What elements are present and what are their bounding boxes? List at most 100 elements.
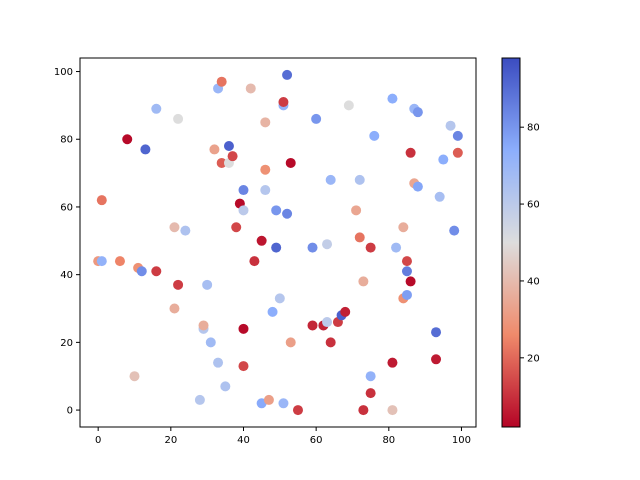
x-tick-label: 0: [95, 435, 101, 446]
scatter-point: [256, 235, 267, 246]
scatter-point: [354, 232, 365, 243]
scatter-point: [434, 191, 445, 202]
x-tick-label: 40: [237, 435, 250, 446]
scatter-point: [401, 256, 412, 267]
scatter-point: [220, 381, 231, 392]
scatter-point: [114, 256, 125, 267]
colorbar: [502, 58, 520, 427]
scatter-point: [311, 113, 322, 124]
x-tick-label: 80: [382, 435, 395, 446]
y-tick-label: 80: [60, 135, 73, 146]
scatter-point: [173, 279, 184, 290]
y-tick-label: 0: [67, 406, 73, 417]
colorbar-frame: [501, 57, 521, 428]
scatter-point: [136, 266, 147, 277]
y-tick-label: 40: [60, 270, 73, 281]
scatter-point: [307, 242, 318, 253]
scatter-point: [213, 357, 224, 368]
y-axis: 0 20 40 60 80 100: [54, 67, 80, 417]
scatter-point: [365, 388, 376, 399]
scatter-point: [227, 151, 238, 162]
x-tick-label: 20: [164, 435, 177, 446]
scatter-point: [169, 303, 180, 314]
scatter-point: [260, 164, 271, 175]
scatter-point: [260, 117, 271, 128]
scatter-point: [438, 154, 449, 165]
scatter-point: [238, 185, 249, 196]
scatter-point: [173, 113, 184, 124]
scatter-point: [445, 120, 456, 131]
scatter-point: [274, 293, 285, 304]
scatter-point: [391, 242, 402, 253]
scatter-point: [129, 371, 140, 382]
y-tick-label: 20: [60, 338, 73, 349]
plot-frame: [79, 57, 477, 428]
scatter-point: [398, 222, 409, 233]
scatter-point: [271, 205, 282, 216]
scatter-point: [358, 405, 369, 416]
scatter-point: [307, 320, 318, 331]
scatter-point: [96, 256, 107, 267]
scatter-point: [401, 266, 412, 277]
scatter-point: [238, 361, 249, 372]
scatter-point: [238, 323, 249, 334]
scatter-point: [431, 327, 442, 338]
x-tick-label: 60: [310, 435, 323, 446]
scatter-point: [358, 276, 369, 287]
scatter-point: [263, 394, 274, 405]
scatter-points: [93, 69, 463, 416]
scatter-point: [245, 83, 256, 94]
scatter-point: [452, 130, 463, 141]
scatter-point: [401, 289, 412, 300]
scatter-point: [169, 222, 180, 233]
scatter-point: [231, 222, 242, 233]
scatter-point: [387, 357, 398, 368]
colorbar-tick-label: 80: [527, 123, 540, 134]
scatter-point: [122, 134, 133, 145]
scatter-point: [325, 337, 336, 348]
scatter-point: [278, 398, 289, 409]
scatter-point: [282, 208, 293, 219]
scatter-point: [282, 69, 293, 80]
scatter-point: [431, 354, 442, 365]
scatter-point: [387, 405, 398, 416]
scatter-point: [140, 144, 151, 155]
scatter-point: [205, 337, 216, 348]
scatter-point: [365, 242, 376, 253]
scatter-point: [267, 306, 278, 317]
scatter-point: [285, 337, 296, 348]
plot-area: [80, 58, 476, 427]
scatter-point: [449, 225, 460, 236]
scatter-point: [198, 320, 209, 331]
scatter-point: [405, 276, 416, 287]
colorbar-tick-label: 40: [527, 276, 540, 287]
scatter-point: [387, 93, 398, 104]
scatter-point: [405, 147, 416, 158]
scatter-point: [260, 185, 271, 196]
scatter-point: [412, 107, 423, 118]
scatter-point: [249, 256, 260, 267]
scatter-point: [351, 205, 362, 216]
scatter-point: [216, 157, 227, 168]
scatter-point: [278, 97, 289, 108]
scatter-point: [325, 174, 336, 185]
scatter-point: [340, 306, 351, 317]
scatter-point: [271, 242, 282, 253]
scatter-point: [151, 266, 162, 277]
scatter-point: [151, 103, 162, 114]
scatter-point: [194, 394, 205, 405]
scatter-point: [322, 239, 333, 250]
scatter-point: [343, 100, 354, 111]
y-tick-label: 100: [54, 67, 73, 78]
scatter-point: [180, 225, 191, 236]
scatter-point: [285, 157, 296, 168]
scatter-point: [452, 147, 463, 158]
scatter-point: [238, 205, 249, 216]
colorbar-tick-label: 60: [527, 200, 540, 211]
scatter-point: [354, 174, 365, 185]
colorbar-axis: 20 40 60 80: [520, 123, 540, 364]
x-axis: 0 20 40 60 80 100: [95, 427, 471, 446]
scatter-point: [202, 279, 213, 290]
scatter-point: [369, 130, 380, 141]
scatter-point: [209, 144, 220, 155]
